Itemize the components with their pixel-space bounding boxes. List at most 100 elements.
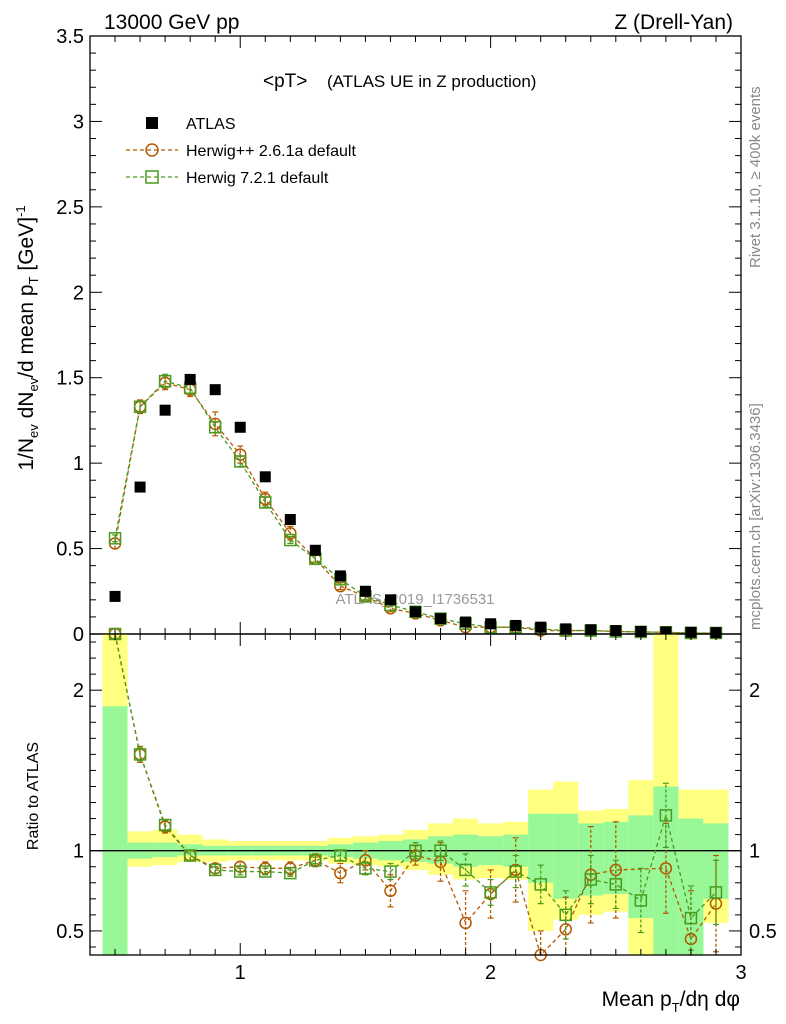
- main-y-tick-label: 1.5: [56, 368, 84, 390]
- legend-label-herwigpp: Herwig++ 2.6.1a default: [186, 143, 356, 160]
- ratio-y-axis-label: Ratio to ATLAS: [25, 742, 42, 850]
- ratio-herwig7-point: [183, 849, 197, 862]
- main-herwig7-point: [108, 532, 122, 545]
- legend-label-herwig7: Herwig 7.2.1 default: [186, 170, 329, 187]
- header-process: Z (Drell-Yan): [614, 11, 733, 34]
- main-y-tick-label: 2.5: [56, 197, 84, 219]
- ratio-herwig7-point: [334, 849, 347, 862]
- main-atlas-point: [334, 570, 346, 582]
- ratio-herwig7-point: [233, 865, 247, 878]
- main-atlas-point: [134, 481, 146, 493]
- ratio-y-tick-label: 1: [73, 841, 84, 863]
- ratio-herwig7-point: [409, 844, 422, 857]
- ratio-herwig7-point: [208, 863, 222, 877]
- ratio-herwigpp-point: [659, 862, 673, 875]
- main-atlas-point: [410, 606, 421, 618]
- main-y-tick-label: 3: [73, 111, 84, 133]
- ratio-herwigpp-point: [384, 884, 397, 898]
- main-y-axis-label: 1/Nev dNev/d mean pT [GeV]-1: [13, 205, 41, 470]
- plot-title: <pT>: [263, 71, 307, 92]
- band-green-bin: [102, 706, 128, 955]
- legend-marker-herwig7: [145, 170, 159, 184]
- ratio-herwigpp-line: [114, 633, 717, 957]
- x-axis-label: Mean pT/dη dφ: [602, 988, 740, 1015]
- main-atlas-point: [284, 514, 296, 526]
- ratio-y-tick-label: 0.5: [56, 921, 84, 943]
- band-green-bin: [553, 813, 579, 899]
- main-atlas-point: [535, 621, 547, 633]
- main-y-tick-label: 1: [73, 453, 84, 475]
- main-y-tick-label: 0.5: [56, 539, 84, 561]
- ratio-herwigpp-point: [609, 863, 623, 877]
- main-herwig7-point: [208, 421, 222, 434]
- main-atlas-point: [435, 613, 447, 625]
- ratio-y-tick-label-right: 0.5: [749, 921, 777, 943]
- main-atlas-point: [384, 594, 396, 606]
- rivet-label: Rivet 3.1.10, ≥ 400k events: [747, 86, 764, 268]
- main-atlas-point: [209, 384, 221, 396]
- main-atlas-point: [510, 619, 522, 631]
- ratio-herwig7-point: [709, 886, 723, 899]
- ratio-herwig7-point: [434, 844, 447, 857]
- main-y-tick-label: 0: [73, 624, 84, 646]
- band-green-bin: [152, 842, 178, 858]
- ratio-herwig7-point: [384, 865, 397, 878]
- ratio-herwig7-point: [484, 886, 497, 899]
- main-axes: 0 0.5 1 1.5 2 2.5 3 3.5: [56, 26, 742, 646]
- ratio-y-tick-label-right: 2: [749, 680, 760, 702]
- svg-text:mcplots.cern.ch [arXiv:1306.34: mcplots.cern.ch [arXiv:1306.3436]: [747, 403, 764, 630]
- ratio-herwigpp-point: [334, 866, 347, 880]
- ratio-herwig7-point: [509, 865, 522, 878]
- ratio-herwigpp-point: [459, 916, 472, 930]
- header-energy: 13000 GeV pp: [104, 11, 239, 34]
- main-herwig7-point: [259, 496, 272, 509]
- main-atlas-point: [159, 404, 171, 416]
- main-herwig7-point: [233, 455, 247, 468]
- ratio-herwig7-point: [459, 863, 472, 877]
- legend-marker-herwigpp: [145, 143, 159, 157]
- main-atlas-point: [359, 585, 371, 597]
- ratio-herwig7-point: [659, 809, 673, 822]
- main-atlas-point: [109, 590, 121, 602]
- main-herwig7-point: [284, 533, 297, 547]
- x-tick-label: 1: [235, 962, 246, 984]
- main-herwig7-point: [133, 400, 147, 414]
- ratio-herwig7-point: [559, 908, 572, 922]
- ratio-herwig7-point: [684, 911, 698, 925]
- ratio-axes: 0.5 0.5 1 1 2 2 1 2 3: [56, 633, 777, 984]
- ratio-bands: [102, 634, 729, 955]
- ratio-herwig7-line: [114, 633, 717, 920]
- main-y-tick-label: 2: [73, 282, 84, 304]
- ratio-series-group: [90, 627, 741, 962]
- main-atlas-point: [259, 471, 271, 483]
- legend-label-atlas: ATLAS: [186, 116, 236, 133]
- legend-marker-atlas: [146, 117, 158, 129]
- main-herwig7-point: [158, 374, 172, 388]
- watermark: ATLAS_2019_I1736531: [335, 591, 494, 608]
- main-herwigpp-point: [284, 526, 297, 540]
- main-atlas-point: [234, 421, 246, 433]
- svg-text:Rivet 3.1.10, ≥ 400k events: Rivet 3.1.10, ≥ 400k events: [747, 86, 764, 268]
- x-tick-label: 2: [485, 962, 496, 984]
- ratio-y-tick-label: 2: [73, 680, 84, 702]
- svg-text:Ratio to ATLAS: Ratio to ATLAS: [25, 742, 42, 850]
- ratio-herwig7-point: [133, 748, 147, 761]
- main-atlas-point: [309, 544, 321, 556]
- svg-text:1/Nev dNev/d mean pT [GeV]-1: 1/Nev dNev/d mean pT [GeV]-1: [13, 205, 41, 470]
- ratio-y-tick-label-right: 1: [749, 841, 760, 863]
- band-green-bin: [628, 815, 654, 919]
- main-y-tick-label: 3.5: [56, 26, 84, 48]
- ratio-herwig7-point: [584, 873, 598, 886]
- ratio-herwig7-point: [309, 854, 322, 867]
- legend: ATLAS Herwig++ 2.6.1a default Herwig 7.2…: [126, 116, 356, 187]
- ratio-herwig7-point: [259, 865, 272, 878]
- main-atlas-point: [184, 373, 196, 385]
- plot-subtitle: (ATLAS UE in Z production): [327, 72, 536, 91]
- ratio-herwig7-point: [158, 818, 172, 832]
- ratio-herwigpp-point: [359, 854, 372, 867]
- ratio-herwig7-point: [634, 894, 648, 907]
- ratio-herwig7-point: [534, 878, 547, 891]
- mcplots-label: mcplots.cern.ch [arXiv:1306.3436]: [747, 403, 764, 630]
- ratio-herwig7-point: [359, 862, 372, 875]
